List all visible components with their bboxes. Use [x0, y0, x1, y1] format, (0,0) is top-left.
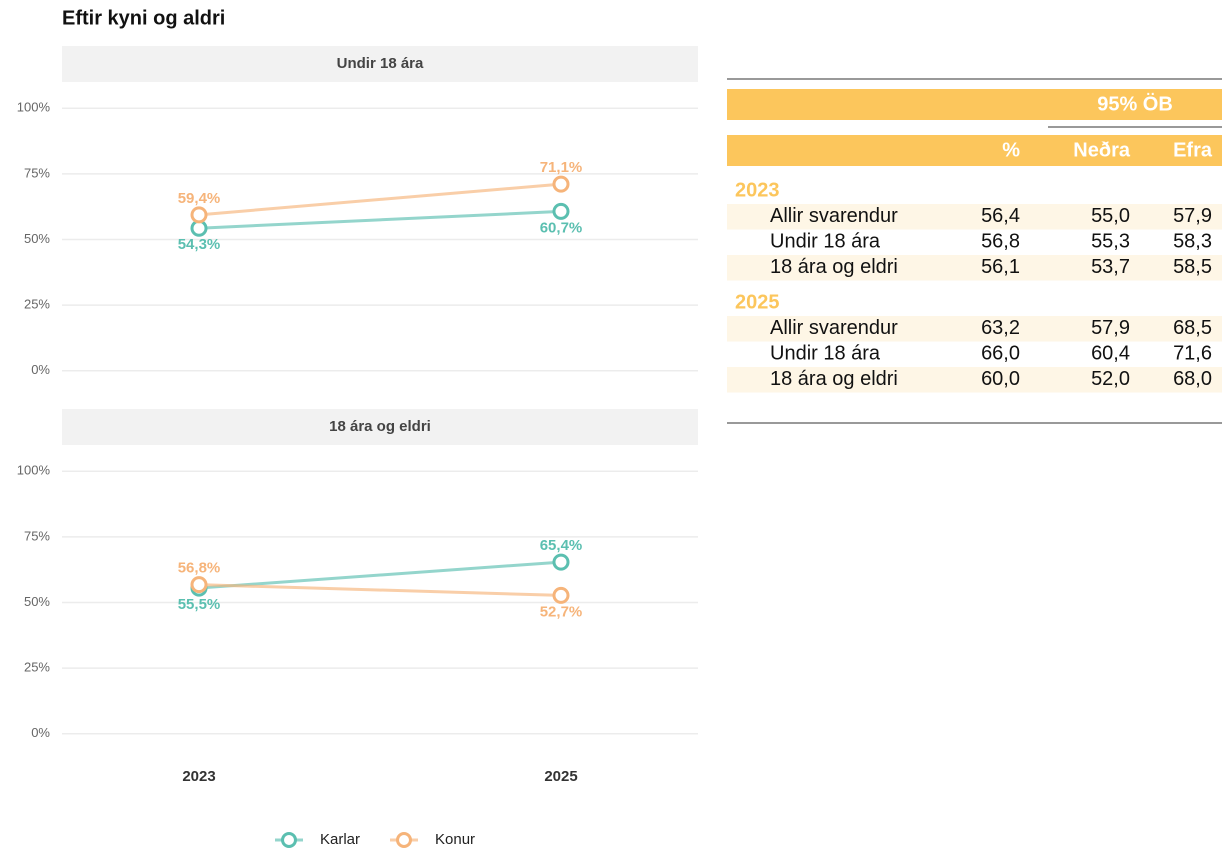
value-label: 71,1%: [540, 159, 583, 176]
legend-key: [281, 832, 297, 848]
y-tick-label: 100%: [17, 463, 51, 478]
header-band: [727, 135, 1222, 166]
legend-key: [396, 832, 412, 848]
y-tick-label: 0%: [31, 362, 50, 377]
cell: 56,1: [981, 256, 1020, 278]
cell: 57,9: [1173, 205, 1212, 227]
value-label: 55,5%: [178, 596, 221, 613]
cell: 58,5: [1173, 256, 1212, 278]
column-header: Efra: [1173, 139, 1213, 161]
series-line: [198, 560, 562, 590]
y-tick-label: 50%: [24, 594, 50, 609]
x-tick-label: 2023: [182, 768, 215, 785]
value-label: 56,8%: [178, 560, 221, 577]
row-band: [727, 367, 1222, 393]
cell: 66,0: [981, 342, 1020, 364]
y-tick-label: 25%: [24, 297, 50, 312]
point: [552, 586, 570, 604]
y-tick-label: 75%: [24, 165, 50, 180]
value-label: 60,7%: [540, 219, 583, 236]
table-group-header: 95% ÖB: [1097, 92, 1173, 115]
strip: [62, 46, 698, 82]
value-label: 65,4%: [540, 537, 583, 554]
legend-label: Karlar: [320, 831, 360, 848]
cell: 55,0: [1091, 205, 1130, 227]
point: [552, 202, 570, 220]
row-band: [727, 316, 1222, 342]
facet-title: Undir 18 ára: [337, 55, 424, 72]
series-line: [198, 182, 562, 217]
group-label: 2023: [735, 179, 780, 201]
cell: 68,5: [1173, 317, 1212, 339]
cell: 56,8: [981, 230, 1020, 252]
x-tick-label: 2025: [544, 768, 577, 785]
y-tick-label: 50%: [24, 231, 50, 246]
row-label: Allir svarendur: [770, 205, 898, 227]
cell: 60,4: [1091, 342, 1130, 364]
point: [552, 553, 570, 571]
header-band: [727, 89, 1222, 120]
facet-title: 18 ára og eldri: [329, 418, 431, 435]
cell: 55,3: [1091, 230, 1130, 252]
cell: 71,6: [1173, 342, 1212, 364]
legend-label: Konur: [435, 831, 475, 848]
series-line: [198, 583, 562, 597]
cell: 58,3: [1173, 230, 1212, 252]
cell: 53,7: [1091, 256, 1130, 278]
row-label: 18 ára og eldri: [770, 368, 898, 390]
row-label: Undir 18 ára: [770, 230, 881, 252]
point: [190, 576, 208, 594]
y-tick-label: 25%: [24, 660, 50, 675]
value-label: 59,4%: [178, 190, 221, 207]
series-line: [198, 209, 562, 230]
row-band: [727, 255, 1222, 281]
row-label: Allir svarendur: [770, 317, 898, 339]
cell: 52,0: [1091, 368, 1130, 390]
strip: [62, 409, 698, 445]
value-label: 54,3%: [178, 236, 221, 253]
point: [552, 175, 570, 193]
cell: 57,9: [1091, 317, 1130, 339]
row-label: 18 ára og eldri: [770, 256, 898, 278]
y-tick-label: 75%: [24, 528, 50, 543]
value-label: 52,7%: [540, 603, 583, 620]
page-title: Eftir kyni og aldri: [62, 7, 225, 29]
row-band: [727, 204, 1222, 230]
column-header: Neðra: [1073, 139, 1131, 161]
cell: 63,2: [981, 317, 1020, 339]
cell: 56,4: [981, 205, 1020, 227]
cell: 60,0: [981, 368, 1020, 390]
column-header: %: [1002, 139, 1020, 161]
point: [190, 206, 208, 224]
group-label: 2025: [735, 291, 780, 313]
row-label: Undir 18 ára: [770, 342, 881, 364]
y-tick-label: 100%: [17, 100, 51, 115]
cell: 68,0: [1173, 368, 1212, 390]
y-tick-label: 0%: [31, 725, 50, 740]
